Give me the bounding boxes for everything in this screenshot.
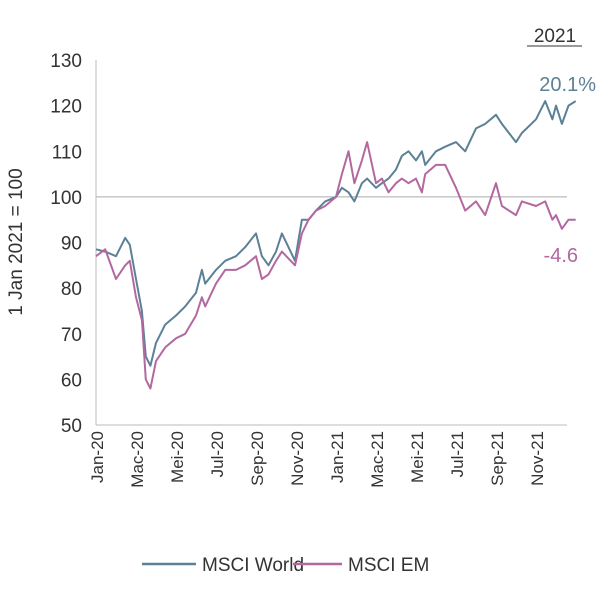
y-tick-label: 100: [50, 188, 82, 209]
series-line-msci-em: [95, 141, 576, 390]
end-label-msci-em: -4.6: [544, 245, 578, 267]
x-tick-label: Mei-20: [168, 431, 187, 483]
x-tick-label: Mac-20: [128, 431, 147, 488]
y-tick-label: 60: [61, 370, 82, 391]
end-label-msci-world: 20.1%: [539, 74, 596, 96]
y-tick-label: 90: [61, 234, 82, 255]
annotation-header: 2021: [534, 26, 576, 47]
y-tick-label: 120: [50, 97, 82, 118]
x-tick-label: Sep-21: [488, 431, 507, 486]
x-tick-label: Jan-21: [328, 431, 347, 483]
series-line-msci-world: [95, 100, 577, 367]
legend-label-msci-world: MSCI World: [202, 555, 304, 576]
y-tick-label: 50: [61, 416, 82, 437]
y-tick-label: 80: [61, 279, 82, 300]
x-tick-label: Sep-20: [248, 431, 267, 486]
legend-label-msci-em: MSCI EM: [348, 555, 429, 576]
legend: MSCI World MSCI EM: [142, 555, 429, 576]
x-tick-label: Mei-21: [408, 431, 427, 483]
y-tick-label: 70: [61, 325, 82, 346]
y-tick-label: 130: [50, 51, 82, 72]
y-tick-label: 110: [52, 142, 82, 163]
x-tick-label: Nov-21: [528, 431, 547, 486]
x-tick-label: Jul-20: [208, 431, 227, 477]
x-tick-label: Jul-21: [448, 431, 467, 477]
x-tick-label: Jan-20: [88, 431, 107, 483]
y-axis-label: 1 Jan 2021 = 100: [6, 168, 27, 315]
x-tick-label: Nov-20: [288, 431, 307, 486]
x-tick-label: Mac-21: [368, 431, 387, 488]
